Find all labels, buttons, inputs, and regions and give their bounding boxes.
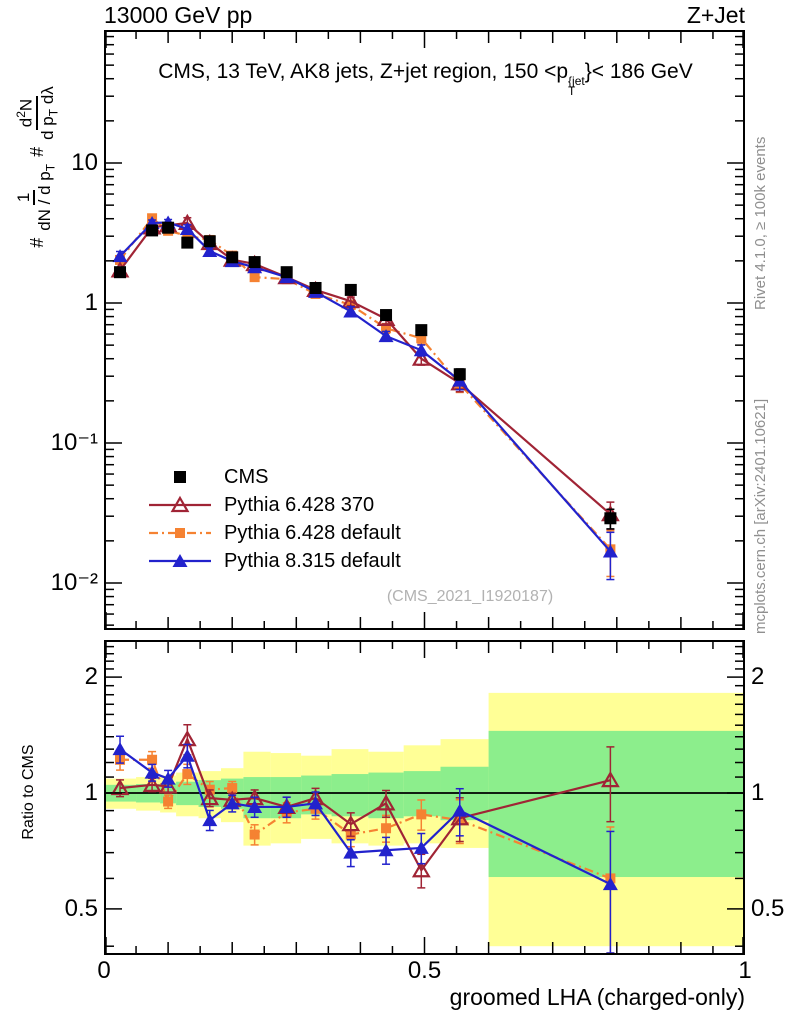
plot-title-suffix: }< 186 GeV — [584, 60, 693, 83]
ylabel-fraction-2: d2N d pT dλ — [12, 86, 63, 140]
ylabel-frac2-num-a: d — [16, 117, 36, 128]
legend-item-pythia8-default: Pythia 8.315 default — [148, 547, 401, 575]
pythia6-370-marker-icon — [148, 495, 212, 515]
analysis-id-watermark: (CMS_2021_I1920187) — [386, 588, 554, 605]
plot-title: CMS, 13 TeV, AK8 jets, Z+jet region, 150… — [106, 60, 745, 98]
ratio-y-tick-label-right: 1 — [751, 779, 765, 806]
legend-item-pythia6-default: Pythia 6.428 default — [148, 519, 401, 547]
ratio-y-tick-label-right: 2 — [751, 663, 765, 691]
plot-title-sup: {jet — [568, 74, 585, 88]
main-y-tick-label: 10 — [71, 149, 98, 176]
legend-item-pythia6-370: Pythia 6.428 370 — [148, 491, 401, 519]
process-label: Z+Jet — [686, 2, 745, 28]
cms-marker-icon — [148, 467, 212, 487]
x-tick-label: 0.5 — [407, 957, 442, 984]
ylabel-hash-1: # — [27, 237, 48, 248]
plot-title-sub: T — [568, 84, 576, 98]
ylabel-frac2-den-b: dλ — [37, 86, 57, 109]
main-y-tick-label: 10⁻¹ — [50, 429, 98, 456]
x-tick-label: 0 — [97, 957, 111, 984]
main-plot-canvas — [104, 30, 745, 630]
main-y-tick-label: 1 — [84, 289, 98, 316]
ratio-y-tick-label-left: 2 — [84, 663, 98, 691]
legend: CMS Pythia 6.428 370 Pythia 6.428 defaul… — [148, 463, 401, 575]
legend-label-pythia8-default: Pythia 8.315 default — [224, 549, 401, 572]
mcplots-arxiv-note: mcplots.cern.ch [arXiv:2401.10621] — [752, 398, 769, 634]
ratio-y-tick-label-right: 0.5 — [751, 894, 785, 922]
rivet-version-note: Rivet 4.1.0, ≥ 100k events — [752, 136, 769, 310]
ylabel-frac1-den-text: dN / d p — [35, 171, 55, 231]
legend-label-pythia6-370: Pythia 6.428 370 — [224, 493, 375, 516]
legend-label-pythia6-default: Pythia 6.428 default — [224, 521, 401, 544]
ylabel-frac1-numerator: 1 — [14, 189, 36, 206]
ylabel-frac2-den-sub: T — [46, 108, 61, 117]
ylabel-frac2-num-sup: 2 — [14, 111, 28, 118]
CMS-legend-glyph — [174, 471, 186, 483]
main-y-tick-label: 10⁻² — [50, 569, 98, 596]
legend-label-cms: CMS — [224, 465, 269, 488]
beam-energy-label: 13000 GeV pp — [104, 2, 253, 28]
plot-title-supsub: {jet T — [568, 74, 585, 98]
pythia6-default-marker-icon — [148, 523, 212, 543]
ratio-plot-canvas — [104, 640, 745, 955]
x-tick-label: 1 — [738, 957, 752, 984]
pythia8-default-marker-icon — [148, 551, 212, 571]
ratio-y-tick-label-left: 1 — [84, 779, 98, 806]
ylabel-frac2-numerator: d2N — [12, 95, 38, 131]
ratio-y-tick-label-left: 0.5 — [64, 894, 98, 922]
plot-title-prefix: CMS, 13 TeV, AK8 jets, Z+jet region, 150… — [158, 60, 569, 83]
Pythia 8.315 default-legend-glyph — [149, 554, 211, 567]
x-axis-title: groomed LHA (charged-only) — [449, 984, 745, 1010]
legend-item-cms: CMS — [148, 463, 401, 491]
Pythia 6.428 370-legend-glyph — [149, 495, 211, 513]
ylabel-frac2-den-a: d p — [37, 116, 57, 140]
Pythia 6.428 default-legend-glyph — [149, 528, 211, 538]
ylabel-frac2-denominator: d pT dλ — [38, 86, 63, 140]
ylabel-frac2-num-b: N — [16, 98, 36, 112]
